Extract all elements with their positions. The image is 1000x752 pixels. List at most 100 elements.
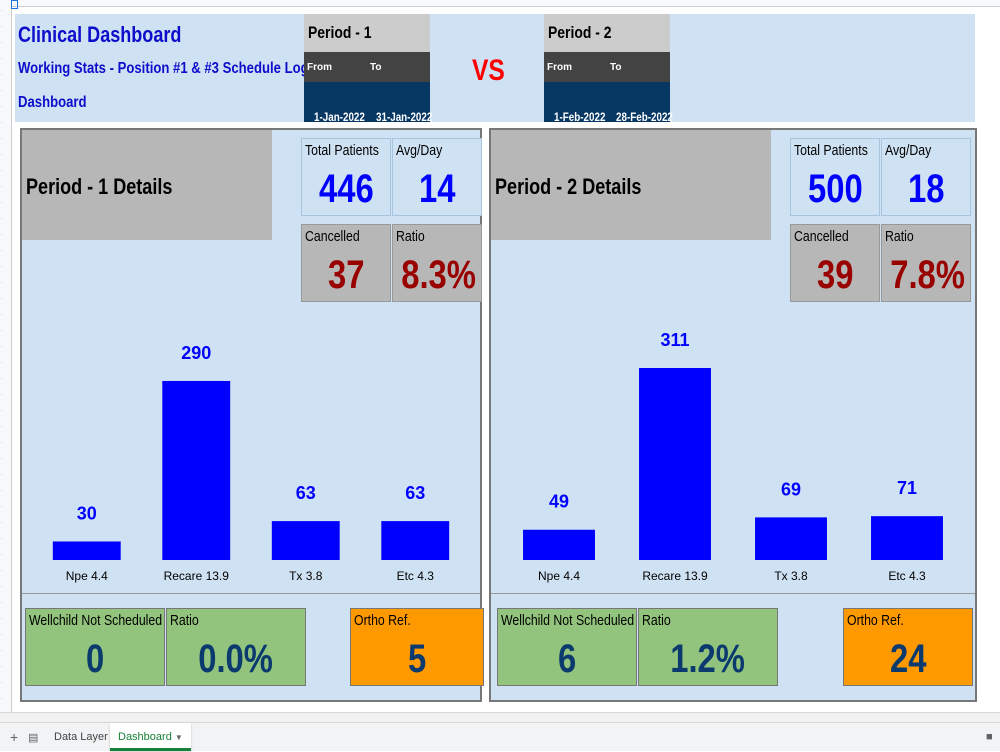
- row-number: ·: [1, 264, 3, 270]
- ortho-ref-value: 24: [889, 637, 927, 681]
- row-number: ·: [1, 680, 3, 686]
- category-label: Tx 3.8: [774, 569, 808, 583]
- row-number: ·: [1, 56, 3, 62]
- period-2-details-header: Period - 2 Details: [491, 130, 771, 240]
- total-patients-value: 500: [807, 167, 863, 211]
- period-1-details-header: Period - 1 Details: [22, 130, 272, 240]
- row-number: ·: [1, 24, 3, 30]
- row-number: ·: [1, 296, 3, 302]
- panel-divider: [491, 593, 975, 594]
- period-1-bar-chart: 30 Npe 4.4 290 Recare 13.9 63 Tx 3.8 63 Etc 4.3: [52, 343, 450, 583]
- wellchild-ratio-label: Ratio: [642, 612, 671, 629]
- bar-npe: [52, 541, 121, 560]
- row-number: ·: [1, 200, 3, 206]
- row-number: ·: [1, 408, 3, 414]
- bar-etc: [381, 521, 450, 560]
- row-number: ·: [1, 280, 3, 286]
- row-number: ·: [1, 600, 3, 606]
- chevron-down-icon: ▼: [174, 733, 183, 742]
- ortho-ref-card: Ortho Ref. 24: [843, 608, 973, 686]
- panel-divider: [22, 593, 480, 594]
- row-number: ·: [1, 664, 3, 670]
- wellchild-ratio-value: 1.2%: [670, 637, 746, 681]
- period-2-details-panel: Period - 2 Details Total Patients 500 Av…: [489, 128, 977, 702]
- wellchild-ratio-value: 0.0%: [198, 637, 274, 681]
- row-number: ·: [1, 104, 3, 110]
- row-number: ·: [1, 8, 3, 14]
- row-number: ·: [1, 584, 3, 590]
- period-1-from-label: From: [307, 62, 332, 73]
- row-number: ·: [1, 328, 3, 334]
- wellchild-not-scheduled-card: Wellchild Not Scheduled 6: [497, 608, 637, 686]
- total-patients-value: 446: [318, 167, 374, 211]
- tab-dashboard[interactable]: Dashboard ▼: [110, 723, 191, 751]
- row-number: ·: [1, 184, 3, 190]
- total-patients-card: Total Patients 446: [301, 138, 391, 216]
- period-1-details-title: Period - 1 Details: [26, 174, 173, 199]
- explore-icon[interactable]: ■: [986, 731, 993, 743]
- wellchild-ratio-label: Ratio: [170, 612, 199, 629]
- row-number: ·: [1, 232, 3, 238]
- dashboard-subtitle: Working Stats - Position #1 & #3 Schedul…: [18, 60, 309, 77]
- period-2-title: Period - 2: [544, 14, 670, 52]
- period-2-details-title: Period - 2 Details: [495, 174, 642, 199]
- bar-recare: [162, 380, 231, 560]
- cancelled-card: Cancelled 39: [790, 224, 880, 302]
- period-2-bar-chart: 49 Npe 4.4 311 Recare 13.9 69 Tx 3.8 71 Etc 4.3: [523, 330, 943, 583]
- row-number: ·: [1, 136, 3, 142]
- data-label: 63: [405, 483, 425, 503]
- wellchild-ratio-card: Ratio 1.2%: [638, 608, 778, 686]
- category-label: Npe 4.4: [538, 569, 580, 583]
- row-number: ·: [1, 40, 3, 46]
- period-1-dates: 1-Jan-2022 31-Jan-2022: [304, 82, 432, 124]
- dashboard-header: Clinical Dashboard Working Stats - Posit…: [15, 14, 975, 122]
- row-number: ·: [1, 88, 3, 94]
- cancelled-card: Cancelled 37: [301, 224, 391, 302]
- row-number: ·: [1, 360, 3, 366]
- row-number: ·: [1, 632, 3, 638]
- category-label: Etc 4.3: [397, 569, 435, 583]
- data-label: 69: [781, 479, 801, 499]
- avg-day-value: 14: [418, 167, 456, 211]
- period-1-details-panel: Period - 1 Details Total Patients 446 Av…: [20, 128, 484, 702]
- row-number: ·: [1, 568, 3, 574]
- period-2-dates: 1-Feb-2022 28-Feb-2022: [544, 82, 673, 124]
- row-number: ·: [1, 72, 3, 78]
- category-label: Etc 4.3: [888, 569, 926, 583]
- period-1-from-to-header: From To: [304, 52, 430, 82]
- row-number: ·: [1, 120, 3, 126]
- row-number: ·: [1, 344, 3, 350]
- period-2-from-to-header: From To: [544, 52, 670, 82]
- data-label: 290: [181, 343, 211, 363]
- selected-cell-cursor[interactable]: [11, 0, 18, 9]
- cancel-ratio-card: Ratio 7.8%: [881, 224, 971, 302]
- period-1-title: Period - 1: [304, 14, 430, 52]
- cancel-ratio-label: Ratio: [396, 228, 425, 245]
- column-header-bar: [11, 0, 1000, 7]
- bar-tx: [755, 517, 827, 560]
- data-label: 311: [660, 330, 689, 350]
- row-number: ·: [1, 696, 3, 702]
- data-label: 63: [296, 483, 316, 503]
- cancel-ratio-card: Ratio 8.3%: [392, 224, 482, 302]
- ortho-ref-value: 5: [407, 637, 427, 681]
- dashboard-label: Dashboard: [18, 94, 87, 111]
- category-label: Recare 13.9: [642, 569, 708, 583]
- sheet-tab-bar: + ▤ Data Layer ▼ Dashboard▼ ■: [0, 722, 1000, 751]
- sheet-list-icon[interactable]: ▤: [28, 732, 39, 744]
- horizontal-scroll-strip[interactable]: [0, 712, 1000, 723]
- cancelled-label: Cancelled: [794, 228, 849, 245]
- row-number: ·: [1, 552, 3, 558]
- wellchild-value: 0: [85, 637, 105, 681]
- plus-icon[interactable]: +: [10, 729, 19, 745]
- row-number: ·: [1, 504, 3, 510]
- bar-npe: [523, 529, 595, 560]
- bar-recare: [639, 368, 711, 560]
- avg-day-card: Avg/Day 14: [392, 138, 482, 216]
- tab-label: Data Layer: [54, 731, 108, 743]
- total-patients-card: Total Patients 500: [790, 138, 880, 216]
- row-number: ·: [1, 168, 3, 174]
- bar-etc: [871, 516, 943, 560]
- wellchild-value: 6: [557, 637, 577, 681]
- tab-label: Dashboard: [118, 731, 172, 743]
